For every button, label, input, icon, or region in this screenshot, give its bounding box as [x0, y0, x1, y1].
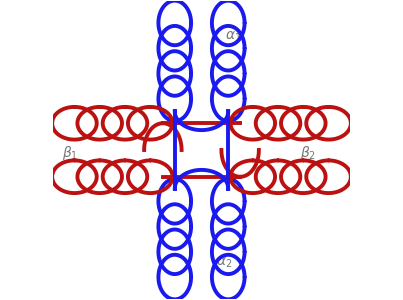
Text: $\beta_1$: $\beta_1$: [62, 144, 78, 162]
Text: $\alpha_1$: $\alpha_1$: [225, 30, 242, 44]
Text: $\alpha_2$: $\alpha_2$: [216, 256, 233, 270]
Text: $\beta_2$: $\beta_2$: [299, 144, 316, 162]
